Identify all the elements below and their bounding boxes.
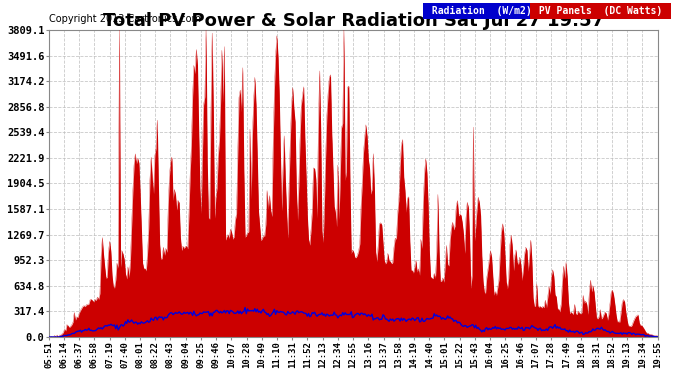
Text: Radiation  (W/m2): Radiation (W/m2)	[426, 6, 538, 16]
Title: Total PV Power & Solar Radiation Sat Jul 27 19:57: Total PV Power & Solar Radiation Sat Jul…	[103, 12, 604, 30]
Text: PV Panels  (DC Watts): PV Panels (DC Watts)	[533, 6, 668, 16]
Text: Copyright 2013 Cartronics.com: Copyright 2013 Cartronics.com	[48, 14, 201, 24]
